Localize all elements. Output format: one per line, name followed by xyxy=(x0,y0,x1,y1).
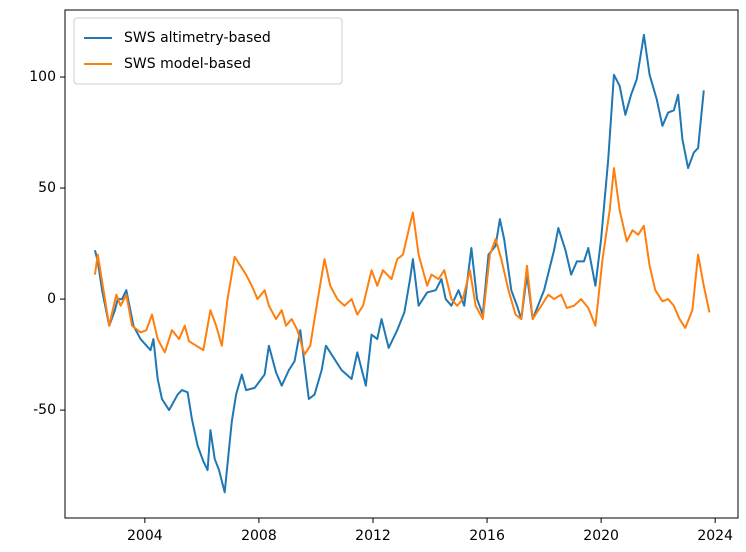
x-tick-label: 2008 xyxy=(241,528,277,544)
x-tick-label: 2004 xyxy=(127,528,163,544)
plot-frame xyxy=(64,9,739,519)
x-tick-label: 2020 xyxy=(583,528,619,544)
y-tick-label: 50 xyxy=(38,180,56,196)
legend-label: SWS altimetry-based xyxy=(124,30,271,46)
series-line xyxy=(93,33,705,494)
y-tick-label: 0 xyxy=(47,291,56,307)
legend-label: SWS model-based xyxy=(124,56,251,72)
y-tick-label: 100 xyxy=(29,69,56,85)
x-tick-label: 2024 xyxy=(697,528,733,544)
legend-box xyxy=(73,17,343,85)
x-tick-label: 2012 xyxy=(355,528,391,544)
series-line xyxy=(93,167,711,356)
x-tick-label: 2016 xyxy=(469,528,505,544)
y-tick-label: -50 xyxy=(33,402,56,418)
